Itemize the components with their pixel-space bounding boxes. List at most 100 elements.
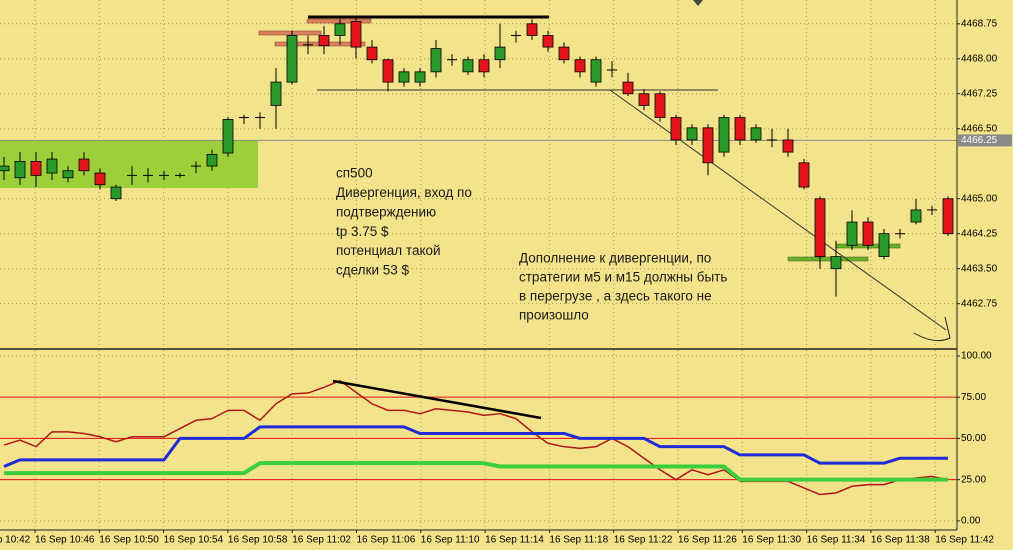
trend-line: [609, 89, 947, 331]
annotation-text: сп500: [336, 166, 373, 181]
annotation-text: в перегрузе , а здесь такого не: [519, 289, 712, 304]
y-tick-label: 4464.25: [961, 228, 998, 239]
marks-layer: [0, 16, 957, 496]
candle-body: [638, 93, 650, 106]
notes-layer: сп500 Дивергенция, вход по подтверждению tp…: [336, 166, 727, 323]
x-tick-label: 16 Sep 11:18: [549, 535, 608, 546]
y-tick-label: 4468.00: [961, 53, 998, 64]
candle-body: [846, 221, 858, 246]
divergence-line: [332, 379, 542, 420]
y-tick-label: 75.00: [961, 392, 986, 403]
candle-body: [622, 81, 634, 95]
x-tick-label: 16 Sep 11:26: [678, 535, 737, 546]
candle-body: [94, 172, 106, 186]
x-tick-label: 16 Sep 11:06: [357, 535, 416, 546]
y-tick-label: 50.00: [961, 433, 986, 444]
x-tick-label: 16 Sep 11:34: [807, 535, 866, 546]
candle-body: [734, 117, 746, 141]
oscillator-line: [3, 425, 948, 468]
x-tick-label: 16 Sep 10:42: [0, 535, 31, 546]
x-tick-label: 16 Sep 11:38: [871, 535, 930, 546]
y-tick-label: 25.00: [961, 474, 986, 485]
candle-body: [334, 23, 346, 36]
y-tick-label: 4467.25: [961, 88, 998, 99]
candle-body: [30, 161, 42, 176]
level-box: [306, 18, 372, 24]
candle-body: [398, 71, 410, 83]
candle-body: [0, 165, 10, 172]
candle-body: [558, 46, 570, 61]
candle-body: [478, 59, 490, 73]
annotation-text: потенциал такой: [336, 243, 441, 258]
candle-body: [654, 93, 666, 118]
annotation-text: подтверждению: [336, 204, 436, 219]
candle-body: [110, 186, 122, 200]
candle-body: [14, 161, 26, 179]
annotation-text: сделки 53 $: [336, 263, 410, 278]
candle-body: [414, 71, 426, 83]
x-tick-label: 16 Sep 11:14: [485, 535, 544, 546]
level-box: [258, 30, 322, 36]
candle-body: [718, 117, 730, 153]
candle-body: [62, 170, 74, 179]
annotation-text: произошло: [519, 308, 589, 323]
current-price-box: [958, 134, 1012, 147]
candle-body: [830, 256, 842, 270]
candle-body: [222, 119, 234, 154]
x-tick-label: 16 Sep 11:10: [421, 535, 480, 546]
candle-body: [382, 59, 394, 83]
y-tick-label: 4465.00: [961, 193, 998, 204]
x-tick-label: 16 Sep 11:30: [742, 535, 801, 546]
candle-body: [686, 127, 698, 141]
x-tick-label: 16 Sep 10:58: [228, 535, 288, 546]
candle-body: [910, 209, 922, 223]
candle-body: [814, 198, 826, 257]
y-tick-label: 4466.50: [961, 123, 998, 134]
candle-body: [206, 154, 218, 167]
candle-body: [462, 59, 474, 73]
current-price-label: 4466.25: [961, 135, 998, 146]
candle-body: [574, 59, 586, 73]
annotation-text: tp 3.75 $: [336, 224, 389, 239]
annotation-text: Дивергенция, вход по: [336, 185, 472, 200]
candle-body: [702, 127, 714, 164]
candle-body: [318, 35, 330, 47]
level-box: [787, 256, 869, 262]
candle-body: [526, 23, 538, 36]
x-tick-label: 16 Sep 11:22: [614, 535, 673, 546]
candle-body: [878, 233, 890, 257]
candle-body: [430, 48, 442, 73]
x-tick-label: 16 Sep 10:50: [99, 535, 159, 546]
candle-body: [46, 158, 58, 174]
candle-body: [270, 81, 282, 106]
candle-body: [366, 46, 378, 61]
candle-body: [78, 158, 90, 172]
x-tick-label: 16 Sep 10:54: [164, 535, 224, 546]
y-tick-label: 4462.75: [961, 298, 998, 309]
y-tick-label: 4463.50: [961, 263, 998, 274]
y-tick-label: 100.00: [961, 351, 992, 362]
oscillator-line: [4, 461, 948, 482]
candle-body: [750, 127, 762, 141]
oscillator-line: [3, 379, 949, 496]
x-tick-label: 16 Sep 11:42: [935, 535, 994, 546]
x-tick-label: 16 Sep 11:02: [292, 535, 351, 546]
y-tick-label: 0.00: [961, 516, 981, 527]
y-tick-label: 4468.75: [961, 18, 998, 29]
arrow-sketch: [913, 316, 951, 342]
candle-body: [350, 21, 362, 48]
candle-body: [286, 35, 298, 83]
x-tick-label: 16 Sep 10:46: [35, 535, 95, 546]
candle-body: [590, 59, 602, 83]
candle-body: [494, 46, 506, 61]
candle-body: [942, 198, 954, 235]
annotation-text: стратегии м5 и м15 должны быть: [519, 270, 727, 285]
shift-marker: [693, 0, 703, 6]
annotation-text: Дополнение к дивергенции, по: [519, 251, 711, 266]
candle-body: [542, 35, 554, 48]
candle-body: [670, 117, 682, 141]
candle-body: [862, 221, 874, 246]
candle-body: [798, 162, 810, 188]
